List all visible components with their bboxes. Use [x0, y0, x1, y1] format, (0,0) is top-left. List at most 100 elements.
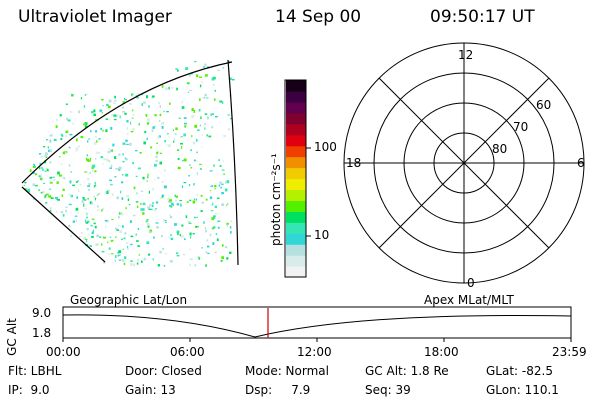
image-pixel [155, 160, 158, 162]
image-pixel [95, 151, 97, 155]
image-pixel [134, 150, 138, 152]
image-pixel [49, 188, 52, 190]
image-pixel [86, 157, 87, 161]
image-pixel [159, 197, 162, 199]
image-pixel [124, 232, 127, 235]
image-pixel [92, 229, 94, 232]
image-pixel [159, 105, 161, 108]
image-pixel [115, 255, 117, 258]
image-pixel [95, 158, 97, 160]
image-pixel [103, 236, 106, 239]
image-pixel [213, 164, 215, 168]
glon-info: GLon: 110.1 [486, 383, 559, 397]
glat-info: GLat: -82.5 [486, 364, 553, 378]
image-pixel [84, 207, 87, 210]
image-pixel [60, 137, 63, 141]
image-pixel [53, 179, 56, 181]
image-pixel [189, 258, 193, 260]
image-pixel [220, 260, 223, 262]
image-pixel [82, 197, 85, 200]
image-pixel [129, 103, 132, 105]
image-pixel [163, 264, 166, 267]
image-pixel [27, 189, 31, 193]
image-pixel [187, 91, 190, 93]
image-pixel [191, 108, 194, 111]
image-pixel [158, 120, 161, 122]
image-pixel [130, 243, 133, 246]
image-pixel [190, 167, 193, 169]
image-pixel [87, 178, 90, 181]
image-pixel [161, 194, 165, 197]
image-pixel [93, 195, 95, 198]
colorbar-segment [286, 233, 306, 245]
image-pixel [224, 246, 228, 249]
image-pixel [124, 99, 127, 101]
image-pixel [38, 189, 40, 191]
image-pixel [136, 262, 139, 265]
image-boundary-lower [21, 186, 106, 263]
image-pixel [146, 223, 150, 226]
image-pixel [214, 98, 216, 101]
mlt-label-6: 6 [577, 156, 585, 170]
image-pixel [111, 114, 114, 117]
image-pixel [76, 196, 79, 199]
image-pixel [115, 236, 117, 239]
image-pixel [217, 69, 221, 72]
image-pixel [211, 217, 214, 221]
image-pixel [164, 169, 166, 172]
image-pixel [101, 209, 103, 212]
mlat-label-80: 80 [492, 142, 508, 156]
image-pixel [114, 156, 117, 159]
image-pixel [157, 264, 160, 267]
image-pixel [221, 101, 224, 104]
image-pixel [75, 150, 77, 152]
image-pixel [196, 226, 199, 228]
image-pixel [65, 103, 68, 105]
image-pixel [146, 220, 148, 222]
image-pixel [91, 231, 94, 235]
image-pixel [129, 220, 132, 223]
image-pixel [83, 123, 87, 126]
image-pixel [207, 252, 210, 255]
image-pixel [76, 220, 78, 222]
colorbar-segment [286, 167, 306, 180]
image-pixel [92, 164, 96, 168]
timeline-x-tick-0000: 00:00 [46, 345, 81, 359]
image-pixel [118, 259, 122, 261]
timeline-x-tick-1800: 18:00 [424, 345, 459, 359]
image-pixel [62, 214, 65, 217]
image-pixel [97, 242, 99, 245]
image-pixel [154, 125, 157, 128]
timeline-frame [62, 306, 572, 339]
image-pixel [23, 184, 25, 187]
image-pixel [46, 193, 49, 196]
image-pixel [184, 238, 186, 241]
image-pixel [93, 222, 96, 225]
filter-info: Flt: LBHL [8, 364, 62, 378]
image-pixel [49, 139, 52, 142]
image-pixel [83, 199, 87, 201]
image-pixel [169, 260, 173, 263]
image-pixel [223, 160, 225, 162]
image-pixel [34, 173, 38, 176]
image-pixel [129, 142, 132, 146]
image-pixel [137, 93, 140, 95]
image-pixel [109, 179, 112, 182]
image-pixel [204, 127, 206, 130]
image-pixel [50, 207, 52, 210]
image-pixel [62, 188, 65, 191]
image-pixel [70, 234, 72, 238]
image-pixel [215, 116, 218, 118]
image-pixel [201, 247, 203, 249]
image-pixel [219, 100, 222, 103]
image-pixel [108, 253, 110, 256]
image-pixel [34, 165, 36, 168]
image-pixel [94, 225, 97, 229]
gain-info: Gain: 13 [125, 383, 176, 397]
image-pixel [63, 177, 66, 180]
image-pixel [157, 176, 160, 179]
image-pixel [166, 144, 168, 146]
image-pixel [119, 115, 121, 119]
image-pixel [181, 185, 184, 189]
image-pixel [216, 238, 219, 242]
